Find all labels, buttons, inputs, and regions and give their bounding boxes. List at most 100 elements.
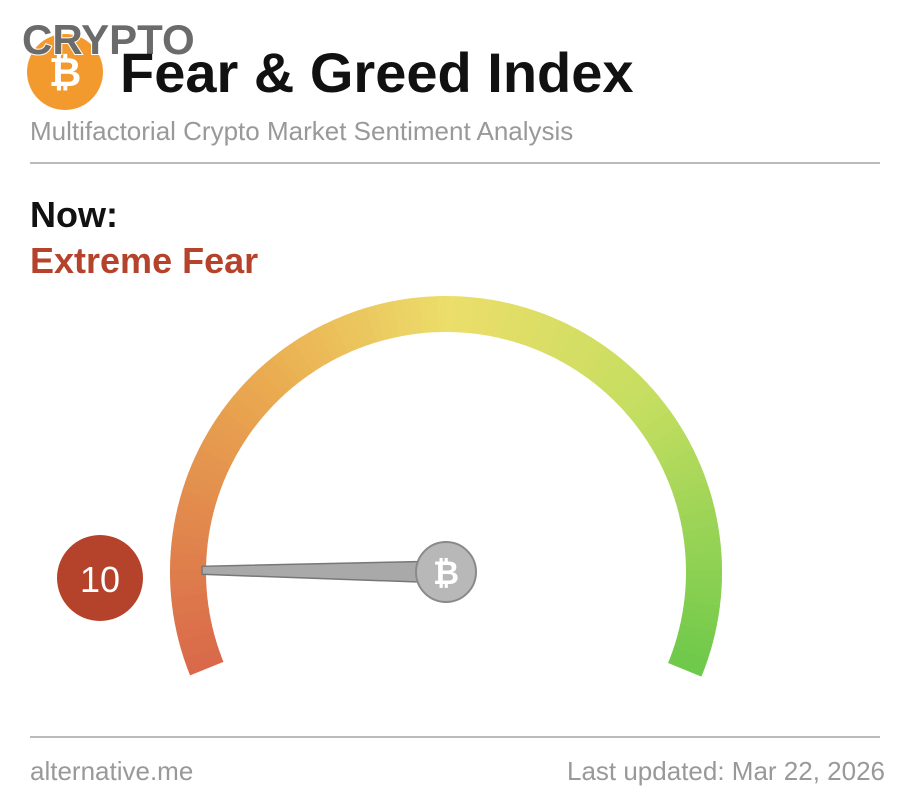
arc-segment [675, 490, 713, 510]
arc-segment [428, 296, 440, 333]
arc-segment [640, 410, 676, 439]
arc-segment [332, 316, 356, 354]
arc-segment [308, 327, 335, 364]
bitcoin-logo [27, 34, 103, 110]
arc-segment [293, 336, 321, 373]
arc-segment [667, 465, 705, 488]
arc-segment [179, 489, 218, 509]
value-label: 10 [80, 559, 120, 600]
arc-segment [239, 381, 273, 414]
arc-segment [217, 409, 253, 438]
arc-segment [212, 416, 248, 445]
title: Fear & Greed Index [120, 41, 634, 104]
arc-segment [685, 561, 722, 572]
arc-segment [177, 497, 215, 517]
arc-segment [572, 337, 600, 373]
arc-segment [366, 304, 386, 343]
arc-segment [199, 439, 236, 465]
arc-segment [172, 524, 210, 540]
arc-segment [446, 296, 457, 333]
arc-segment [227, 395, 262, 426]
arc-segment [285, 341, 315, 377]
arc-segment [195, 447, 232, 472]
arc-segment [537, 316, 561, 354]
arc-segment [264, 357, 296, 392]
arc-segment [657, 440, 694, 466]
arc-segment [170, 584, 207, 598]
arc-segment [178, 631, 216, 650]
arc-segment [188, 463, 226, 487]
arc-segment [182, 480, 220, 502]
value-badge [57, 535, 143, 621]
arc-segment [565, 332, 593, 369]
arc-segment [649, 425, 686, 453]
arc-segment [203, 431, 240, 458]
arc-segment [679, 507, 717, 525]
arc-segment [271, 351, 302, 387]
arc-segment [175, 506, 213, 524]
arc-segment [681, 516, 719, 533]
arc-segment [170, 568, 207, 580]
gauge-arc [170, 296, 723, 677]
arc-segment [324, 319, 349, 357]
arc-segment [668, 654, 706, 677]
arc-segment [644, 417, 681, 446]
arc-segment [670, 647, 709, 669]
last-updated: Last updated: Mar 22, 2026 [567, 756, 885, 786]
now-label: Now: [30, 194, 118, 235]
arc-segment [171, 532, 209, 547]
arc-segment [469, 297, 484, 335]
arc-segment [500, 303, 519, 341]
arc-segment [675, 632, 714, 652]
arc-segment [186, 653, 224, 676]
arc-segment [597, 358, 629, 392]
arc-segment [173, 608, 211, 624]
arc-segment [251, 369, 284, 402]
arc-segment [374, 302, 393, 341]
arc-segment [625, 389, 660, 420]
needle [201, 560, 447, 584]
brand: CRYPTO [22, 16, 195, 63]
arc-segment [685, 552, 722, 564]
bitcoin-symbol: ₿ [49, 51, 82, 95]
arc-segment [392, 299, 409, 337]
arc-segment [484, 299, 501, 337]
arc-segment [684, 543, 722, 556]
arc-segment [340, 313, 363, 351]
arc-segment [278, 346, 308, 382]
subtitle: Multifactorial Crypto Market Sentiment A… [30, 116, 573, 146]
arc-segment [653, 432, 690, 459]
arc-segment [349, 310, 371, 348]
arc-segment [245, 375, 278, 408]
arc-segment [677, 499, 715, 518]
arc-segment [174, 615, 212, 633]
arc-segment [673, 639, 711, 660]
arc-segment [507, 305, 528, 343]
arc-segment [603, 363, 635, 398]
arc-segment [682, 601, 720, 617]
arc-segment [170, 576, 207, 589]
arc-segment [180, 638, 219, 659]
arc-segment [679, 616, 718, 634]
arc-segment [170, 559, 207, 571]
arc-segment [591, 352, 622, 387]
arc-segment [684, 593, 721, 608]
arc-segment [183, 646, 221, 668]
arc-segment [233, 388, 267, 420]
arc-segment [672, 481, 711, 503]
arc-segment [176, 623, 214, 642]
arc-segment [515, 307, 536, 346]
needle-group: ₿ 10 [57, 535, 477, 621]
arc-segment [437, 296, 448, 333]
arc-segment [685, 570, 723, 581]
arc-segment [664, 456, 701, 481]
arc-segment [551, 324, 577, 361]
arc-segment [477, 298, 493, 336]
arc-segment [530, 313, 553, 351]
arc-segment [522, 310, 545, 348]
arc-segment [357, 307, 378, 345]
arc-segment [558, 328, 585, 365]
arc-segment [585, 347, 615, 382]
arc-segment [300, 331, 328, 368]
